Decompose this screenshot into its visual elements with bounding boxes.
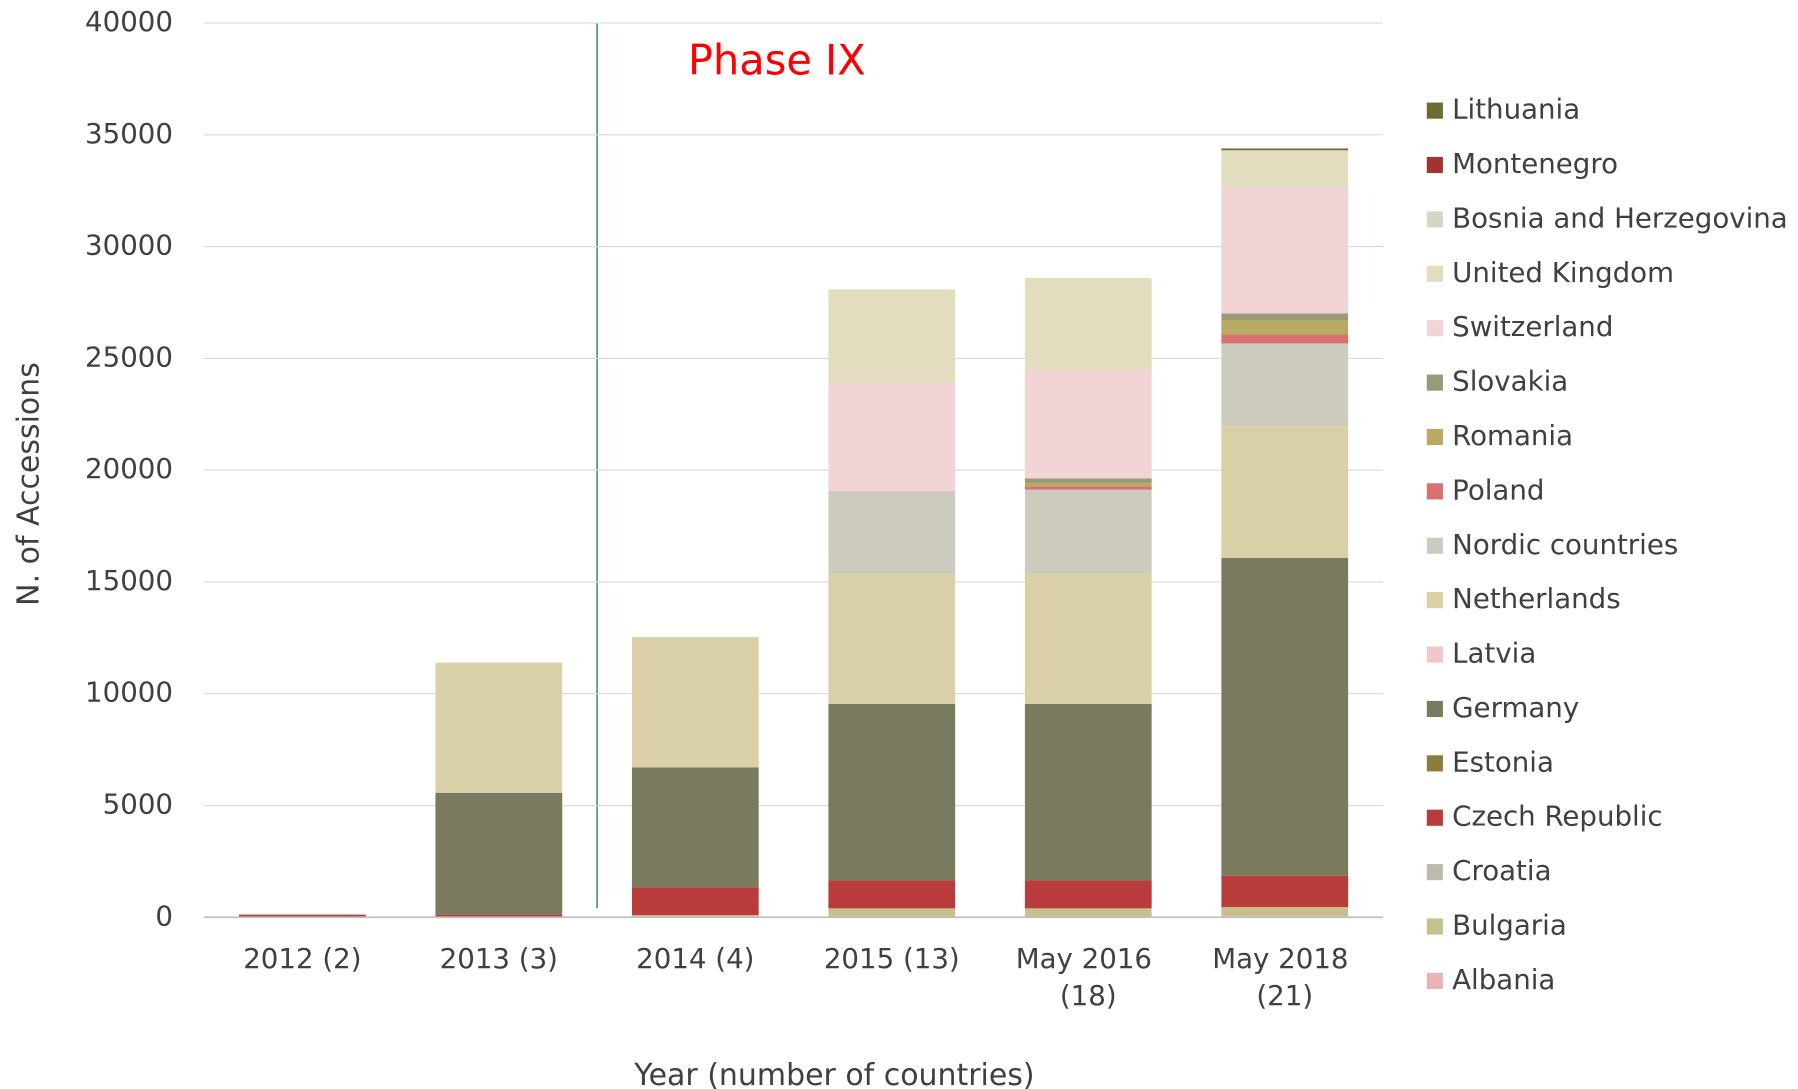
x-axis-title: Year (number of countries): [633, 1058, 1034, 1089]
legend-swatch: [1426, 972, 1443, 989]
legend-label: Poland: [1452, 473, 1544, 506]
bar-segment: [1221, 150, 1349, 151]
x-tick-label-line: (21): [1256, 979, 1313, 1012]
bar-segment: [1024, 370, 1152, 479]
x-tick-label: 2014 (4): [636, 942, 754, 975]
bar-segment: [1024, 704, 1152, 881]
bar-segment: [435, 662, 563, 793]
x-tick-label: May 2018 (21): [1212, 942, 1357, 1012]
legend-swatch: [1426, 646, 1443, 663]
legend-swatch: [1426, 918, 1443, 935]
legend-label: Nordic countries: [1452, 528, 1678, 561]
bar-segment: [1221, 313, 1349, 321]
legend-swatch: [1426, 864, 1443, 881]
y-tick-label: 20000: [85, 452, 173, 485]
x-tick-label: May 2016 (18): [1016, 942, 1161, 1012]
y-tick-label: 15000: [85, 564, 173, 597]
legend-swatch: [1426, 700, 1443, 718]
bar-segment: [1221, 186, 1349, 314]
bar-segment: [1024, 486, 1152, 490]
legend-label: United Kingdom: [1452, 256, 1674, 289]
legend-swatch: [1426, 211, 1443, 228]
bar-segment: [435, 914, 563, 918]
legend-label: Albania: [1452, 963, 1555, 996]
bar-segment: [631, 637, 759, 768]
y-tick-label: 0: [155, 899, 173, 932]
bar-segment: [631, 767, 759, 888]
y-tick-label: 10000: [85, 676, 173, 709]
bar-segment: [1024, 489, 1152, 574]
bar-segment: [631, 887, 759, 916]
x-tick-label-line: May 2018: [1212, 942, 1357, 975]
annotation: Phase IX: [688, 35, 866, 84]
bar-segment: [1024, 277, 1152, 371]
legend-label: Lithuania: [1452, 93, 1580, 126]
legend-label: Bosnia and Herzegovina: [1452, 201, 1788, 234]
bar-segment: [1221, 320, 1349, 335]
legend-swatch: [1426, 483, 1443, 500]
legend-label: Germany: [1452, 691, 1579, 724]
legend-label: Switzerland: [1452, 310, 1613, 343]
bar-segment: [1024, 880, 1152, 909]
bar-segment: [828, 573, 956, 705]
legend-swatch: [1426, 755, 1443, 772]
bar-segment: [1221, 150, 1349, 187]
grid: [204, 22, 1383, 918]
legend-swatch: [1426, 265, 1443, 282]
x-tick-label: 2015 (13): [824, 942, 960, 975]
legend-label: Slovakia: [1452, 365, 1568, 398]
legend-swatch: [1426, 592, 1443, 609]
bar-segment: [828, 908, 956, 918]
bar-segment: [1024, 573, 1152, 705]
y-tick-label: 30000: [85, 229, 173, 262]
y-tick-label: 35000: [85, 117, 173, 150]
legend-label: Romania: [1452, 419, 1573, 452]
legend-label: Bulgaria: [1452, 909, 1567, 942]
bar-segment: [1221, 426, 1349, 558]
legend-label: Netherlands: [1452, 582, 1621, 615]
bar-segment: [238, 914, 366, 918]
legend-swatch: [1426, 537, 1443, 554]
legend-swatch: [1426, 320, 1443, 337]
y-tick-label: 25000: [85, 340, 173, 373]
legend-swatch: [1426, 809, 1443, 826]
bar-segment: [1221, 907, 1349, 917]
y-axis-title: N. of Accessions: [12, 362, 47, 606]
x-tick-label-line: May 2016: [1016, 942, 1161, 975]
y-tick-label: 40000: [85, 5, 173, 38]
bar-segment: [828, 704, 956, 881]
legend-label: Estonia: [1452, 745, 1554, 778]
legend-swatch: [1426, 156, 1443, 174]
bar-segment: [1221, 557, 1349, 876]
legend-swatch: [1426, 428, 1443, 446]
bar-segment: [1221, 148, 1349, 151]
legend-label: Croatia: [1452, 854, 1551, 887]
x-tick-label: 2013 (3): [440, 942, 558, 975]
bar-segment: [828, 289, 956, 383]
y-tick-label: 5000: [103, 788, 173, 821]
bar-segment: [435, 792, 563, 915]
bar-segment: [1024, 908, 1152, 918]
bar-segment: [828, 880, 956, 909]
bar-segment: [631, 915, 759, 918]
bar-segment: [828, 382, 956, 491]
legend-swatch: [1426, 102, 1443, 119]
bar-segment: [1024, 482, 1152, 487]
bar-segment: [828, 490, 956, 574]
legend-label: Czech Republic: [1452, 800, 1662, 833]
bar-segment: [1221, 343, 1349, 427]
bar-segment: [1221, 334, 1349, 344]
x-tick-label-line: (18): [1060, 979, 1117, 1012]
legend-label: Montenegro: [1452, 147, 1618, 180]
bar-segment: [1221, 875, 1349, 908]
legend-swatch: [1426, 374, 1443, 391]
bar-segment: [1024, 478, 1152, 483]
legend-label: Latvia: [1452, 637, 1536, 670]
x-tick-label: 2012 (2): [243, 942, 361, 975]
